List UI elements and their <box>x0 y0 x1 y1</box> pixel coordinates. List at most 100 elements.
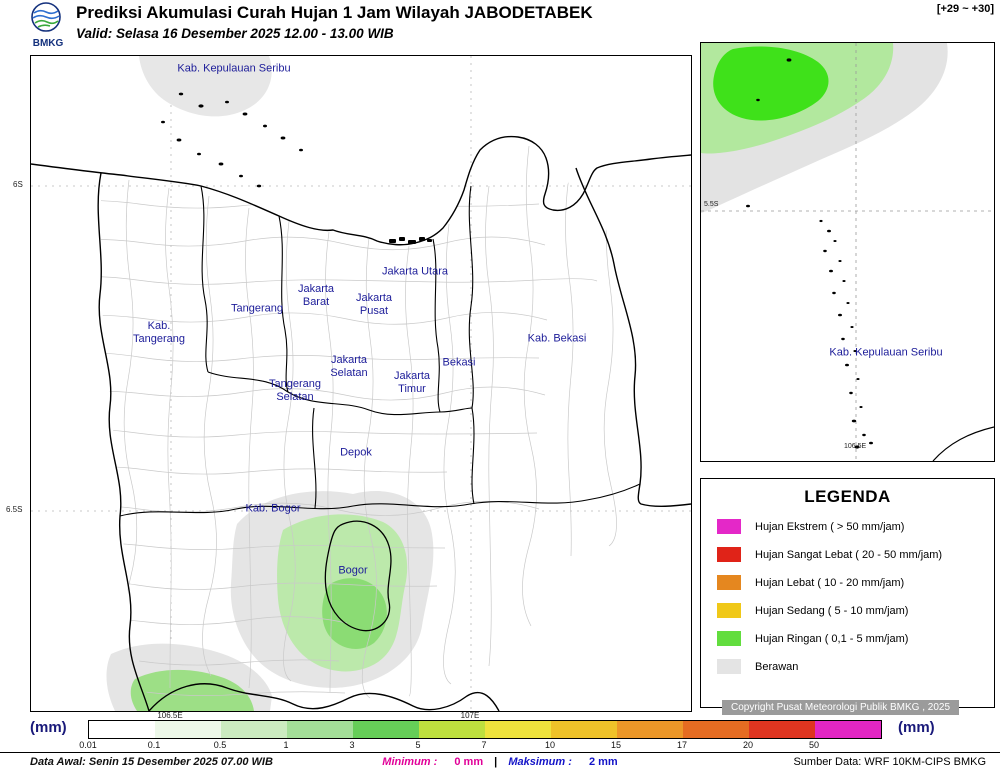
colorbar-tick: 5 <box>415 740 421 750</box>
inset-lon-tick: 106.5E <box>844 443 867 450</box>
lon-tick-106-5e: 106.5E <box>157 711 183 720</box>
footer-data-source: Sumber Data: WRF 10KM-CIPS BMKG <box>793 756 986 768</box>
legend-label-sangat-lebat: Hujan Sangat Lebat ( 20 - 50 mm/jam) <box>755 548 943 561</box>
maksimum-label: Maksimum : <box>508 756 572 768</box>
legend-item-sangat-lebat: Hujan Sangat Lebat ( 20 - 50 mm/jam) <box>717 547 994 562</box>
legend-item-berawan: Berawan <box>717 659 994 674</box>
footer-data-awal: Data Awal: Senin 15 Desember 2025 07.00 … <box>30 756 273 768</box>
boundary-east <box>575 167 691 507</box>
colorbar-segment <box>485 721 551 738</box>
inset-map-canvas <box>701 43 994 461</box>
legend-swatch-ekstrem <box>717 519 741 534</box>
colorbar-unit-right: (mm) <box>898 719 935 736</box>
rain-patch-cloud-north <box>139 56 272 117</box>
legend-label-lebat: Hujan Lebat ( 10 - 20 mm/jam) <box>755 576 905 589</box>
lat-tick-6s: 6S <box>13 180 23 189</box>
colorbar-tick: 17 <box>676 740 688 750</box>
rain-patch-light-rain-southwest <box>130 669 254 711</box>
bmkg-logo-icon <box>31 2 61 32</box>
inset-rain-patch-rain-core <box>713 46 829 121</box>
boundary-jakarta-south <box>207 371 473 416</box>
copyright-bar: Copyright Pusat Meteorologi Publik BMKG … <box>722 700 959 715</box>
colorbar-tick: 20 <box>742 740 753 750</box>
boundary-west <box>97 172 150 711</box>
legend-item-sedang: Hujan Sedang ( 5 - 10 mm/jam) <box>717 603 994 618</box>
rain-patch-rain-core-bogor <box>322 578 387 649</box>
legend-swatch-sangat-lebat <box>717 547 741 562</box>
map-label-bekasi: Bekasi <box>442 356 476 369</box>
legend-label-ekstrem: Hujan Ekstrem ( > 50 mm/jam) <box>755 520 905 533</box>
boundary-tangerang <box>200 185 209 373</box>
map-label-jakarta-pusat: Jakarta Pusat <box>355 291 393 317</box>
colorbar-tick: 10 <box>544 740 555 750</box>
map-label-kab-tangerang: Kab. Tangerang <box>133 319 185 345</box>
map-label-jakarta-utara: Jakarta Utara <box>381 265 449 278</box>
rain-patches <box>106 56 434 711</box>
colorbar-tick: 0.1 <box>147 740 161 750</box>
footer-minmax: Minimum : 0 mm | Maksimum : 2 mm <box>382 756 617 768</box>
main-map: Kab. Kepulauan Seribu Jakarta Utara Jaka… <box>30 55 692 712</box>
map-label-tangerang-selatan: Tangerang Selatan <box>269 377 321 403</box>
boundary-jakarta-east <box>432 238 441 413</box>
inset-map: Kab. Kepulauan Seribu 5.5S 106.5E <box>700 42 995 462</box>
colorbar-segment <box>221 721 287 738</box>
map-label-kab-kepulauan-seribu: Kab. Kepulauan Seribu <box>177 62 291 75</box>
boundary-south <box>148 683 500 711</box>
legend-title: LEGENDA <box>804 487 891 506</box>
colorbar-tick: 0.5 <box>213 740 227 750</box>
boundary-bogor-city <box>324 520 392 632</box>
map-label-kab-bogor: Kab. Bogor <box>245 502 301 515</box>
minmax-separator: | <box>494 756 498 768</box>
legend-label-ringan: Hujan Ringan ( 0,1 - 5 mm/jam) <box>755 632 909 645</box>
colorbar-tick: 0.01 <box>79 740 97 750</box>
coastal-urban-marks <box>389 237 432 244</box>
legend-label-berawan: Berawan <box>755 660 799 673</box>
boundary-jakarta-west <box>278 215 289 393</box>
bmkg-logo-label: BMKG <box>32 38 64 49</box>
inset-island-dots <box>746 58 873 449</box>
colorbar-segment <box>89 721 155 738</box>
colorbar-tick: 1 <box>283 740 289 750</box>
colorbar-segment <box>749 721 815 738</box>
legend-swatch-ringan <box>717 631 741 646</box>
lat-tick-6-5s: 6.5S <box>6 505 23 514</box>
footer-bar: Data Awal: Senin 15 Desember 2025 07.00 … <box>0 752 1000 770</box>
legend-swatch-lebat <box>717 575 741 590</box>
colorbar-segment <box>815 721 881 738</box>
valid-period: Valid: Selasa 16 Desember 2025 12.00 - 1… <box>76 26 394 41</box>
bmkg-logo: BMKG <box>26 1 70 49</box>
map-label-jakarta-barat: Jakarta Barat <box>297 282 335 308</box>
legend-item-ekstrem: Hujan Ekstrem ( > 50 mm/jam) <box>717 519 994 534</box>
legend-item-ringan: Hujan Ringan ( 0,1 - 5 mm/jam) <box>717 631 994 646</box>
colorbar-segment <box>419 721 485 738</box>
map-label-jakarta-selatan: Jakarta Selatan <box>330 353 368 379</box>
page-title: Prediksi Akumulasi Curah Hujan 1 Jam Wil… <box>76 3 593 22</box>
lon-tick-107e: 107E <box>460 711 480 720</box>
colorbar-tick: 50 <box>808 740 820 750</box>
colorbar-segment <box>617 721 683 738</box>
inset-lat-tick: 5.5S <box>704 201 719 208</box>
inset-coastline <box>932 426 994 461</box>
colorbar-unit-left: (mm) <box>30 719 67 736</box>
colorbar-segment <box>683 721 749 738</box>
main-map-canvas <box>31 56 691 711</box>
colorbar-segment <box>551 721 617 738</box>
legend-swatch-berawan <box>717 659 741 674</box>
minimum-label: Minimum : <box>382 756 438 768</box>
inset-label-kab-kepulauan-seribu: Kab. Kepulauan Seribu <box>829 346 943 359</box>
map-label-jakarta-timur: Jakarta Timur <box>393 369 431 395</box>
legend-swatch-sedang <box>717 603 741 618</box>
minimum-value: 0 mm <box>454 756 484 768</box>
colorbar <box>88 720 882 739</box>
region-boundaries <box>31 135 691 711</box>
island-dots <box>161 92 303 188</box>
legend-label-sedang: Hujan Sedang ( 5 - 10 mm/jam) <box>755 604 909 617</box>
legend-box: LEGENDA Hujan Ekstrem ( > 50 mm/jam) Huj… <box>700 478 995 708</box>
coastline <box>31 135 691 246</box>
map-label-kab-bekasi: Kab. Bekasi <box>527 332 587 345</box>
map-label-bogor: Bogor <box>338 564 368 577</box>
boundary-bogor-north <box>119 483 641 517</box>
forecast-hour-range: [+29 ~ +30] <box>936 3 994 15</box>
maksimum-value: 2 mm <box>588 756 618 768</box>
